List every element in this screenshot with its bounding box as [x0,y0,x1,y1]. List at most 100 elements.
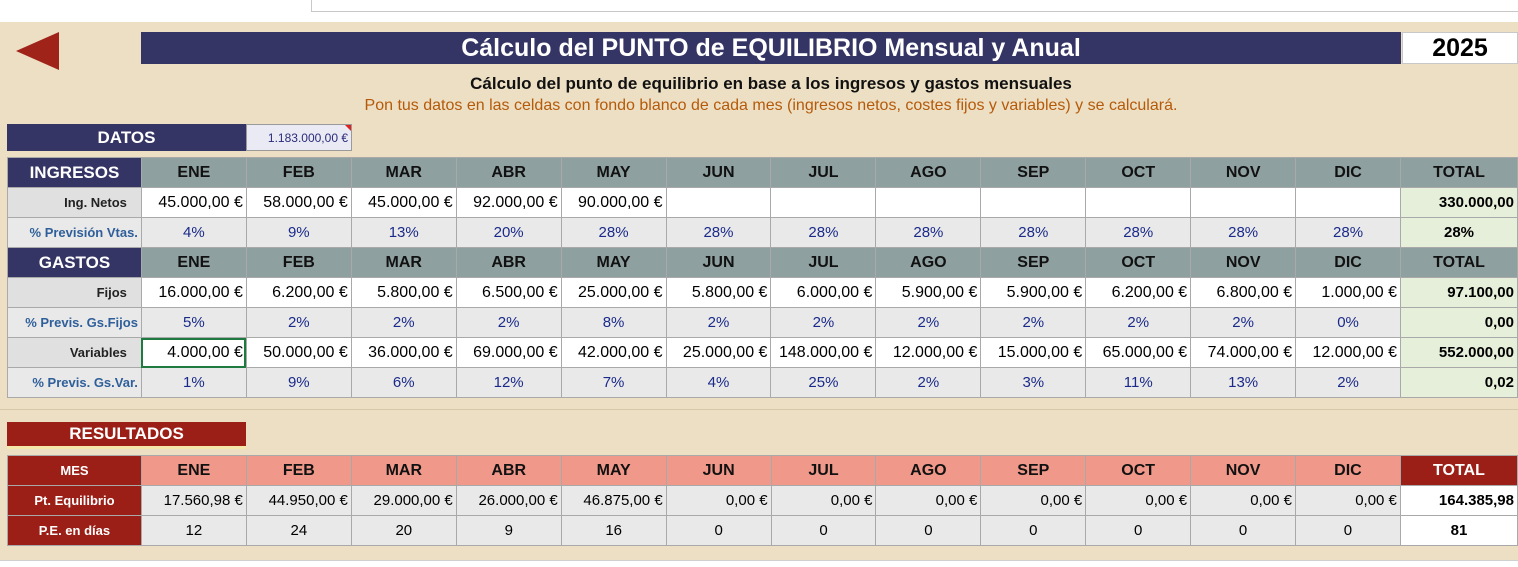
month-header-jun: JUN [665,247,772,278]
value-cell-jul[interactable]: 6.000,00 € [770,277,877,308]
month-header-feb: FEB [245,247,352,278]
value-cell-ene[interactable]: 16.000,00 € [140,277,247,308]
result-cell-sep: 0,00 € [980,485,1087,516]
pct-cell-jun: 4% [665,367,772,398]
value-cell-jun[interactable] [665,187,772,218]
pct-cell-ene: 5% [140,307,247,338]
value-cell-abr[interactable]: 69.000,00 € [455,337,562,368]
value-cell-ene[interactable]: 4.000,00 € [140,337,247,368]
result-cell-sep: 0 [980,515,1087,546]
datos-value-cell[interactable]: 1.183.000,00 € [246,124,352,151]
input-table: INGRESOS ENE FEB MAR ABR MAY JUN JUL AGO SEP OCT NO… [7,157,1518,398]
header-row-resultados: MES ENE FEB MAR ABR MAY JUN JUL AGO SEP OCT NOV DIC T… [7,455,1518,486]
back-arrow-icon[interactable] [16,32,59,70]
value-cell-ago[interactable]: 12.000,00 € [875,337,982,368]
result-cell-jul: 0 [770,515,877,546]
value-cell-ago[interactable]: 5.900,00 € [875,277,982,308]
value-cell-oct[interactable]: 65.000,00 € [1085,337,1192,368]
value-cell-oct[interactable]: 6.200,00 € [1085,277,1192,308]
total-header: TOTAL [1400,157,1518,188]
value-cell-dic[interactable]: 12.000,00 € [1295,337,1402,368]
value-cell-mar[interactable]: 36.000,00 € [350,337,457,368]
value-cell-feb[interactable]: 50.000,00 € [245,337,352,368]
month-header-may: MAY [560,157,667,188]
value-cell-feb[interactable]: 6.200,00 € [245,277,352,308]
month-header-sep: SEP [980,157,1087,188]
month-header-nov: NOV [1190,247,1297,278]
value-cell-sep[interactable]: 5.900,00 € [980,277,1087,308]
total-cell: 28% [1400,217,1518,248]
pct-cell-dic: 2% [1295,367,1402,398]
result-cell-feb: 24 [245,515,352,546]
pct-cell-ago: 2% [875,367,982,398]
result-cell-oct: 0 [1085,515,1192,546]
pct-cell-jul: 28% [770,217,877,248]
pct-cell-dic: 28% [1295,217,1402,248]
value-cell-jul[interactable] [770,187,877,218]
value-cell-ago[interactable] [875,187,982,218]
result-total-cell: 164.385,98 [1399,485,1518,516]
table-row: P.E. en días 12 24 20 9 16 0 0 0 0 0 0 0 81 [7,515,1518,546]
value-cell-nov[interactable]: 74.000,00 € [1190,337,1297,368]
pct-cell-mar: 6% [350,367,457,398]
value-cell-nov[interactable] [1190,187,1297,218]
total-cell: 0,02 [1400,367,1518,398]
month-header-nov: NOV [1190,157,1297,188]
value-cell-may[interactable]: 90.000,00 € [560,187,667,218]
result-cell-feb: 44.950,00 € [245,485,352,516]
spreadsheet-area: Cálculo del PUNTO de EQUILIBRIO Mensual … [0,22,1518,560]
value-cell-jun[interactable]: 5.800,00 € [665,277,772,308]
value-cell-dic[interactable]: 1.000,00 € [1295,277,1402,308]
year-cell[interactable]: 2025 [1402,32,1518,64]
result-cell-nov: 0 [1190,515,1297,546]
month-header-ene: ENE [140,247,247,278]
month-header-jun: JUN [665,157,772,188]
page-title: Cálculo del PUNTO de EQUILIBRIO Mensual … [141,32,1401,64]
pct-cell-jun: 2% [665,307,772,338]
month-header-ago: AGO [875,247,982,278]
result-month-header-abr: ABR [455,455,562,486]
month-header-may: MAY [560,247,667,278]
value-cell-ene[interactable]: 45.000,00 € [140,187,247,218]
result-month-header-jul: JUL [770,455,877,486]
header-row-gastos: GASTOS ENE FEB MAR ABR MAY JUN JUL AGO SEP OCT NOV D… [7,247,1518,278]
value-cell-oct[interactable] [1085,187,1192,218]
value-cell-may[interactable]: 42.000,00 € [560,337,667,368]
month-header-ago: AGO [875,157,982,188]
value-cell-abr[interactable]: 92.000,00 € [455,187,562,218]
pct-cell-nov: 2% [1190,307,1297,338]
result-cell-ago: 0,00 € [875,485,982,516]
pct-cell-sep: 3% [980,367,1087,398]
pct-cell-ago: 28% [875,217,982,248]
value-cell-sep[interactable] [980,187,1087,218]
sheet-bottom-edge [0,560,1518,567]
month-header-abr: ABR [455,247,562,278]
value-cell-jul[interactable]: 148.000,00 € [770,337,877,368]
formula-input[interactable] [311,0,1518,12]
value-cell-sep[interactable]: 15.000,00 € [980,337,1087,368]
instructions-text: Pon tus datos en las celdas con fondo bl… [364,97,1178,114]
value-cell-nov[interactable]: 6.800,00 € [1190,277,1297,308]
pct-cell-ago: 2% [875,307,982,338]
month-header-abr: ABR [455,157,562,188]
value-cell-mar[interactable]: 45.000,00 € [350,187,457,218]
value-cell-jun[interactable]: 25.000,00 € [665,337,772,368]
result-cell-jun: 0,00 € [665,485,772,516]
table-row: % Previs. Gs.Var. 1% 9% 6% 12% 7% 4% 25% 2% 3% 11%… [7,367,1518,398]
value-cell-may[interactable]: 25.000,00 € [560,277,667,308]
result-month-header-sep: SEP [980,455,1087,486]
result-cell-nov: 0,00 € [1190,485,1297,516]
row-label: Fijos [7,277,142,308]
total-header: TOTAL [1400,247,1518,278]
value-cell-feb[interactable]: 58.000,00 € [245,187,352,218]
pct-cell-oct: 28% [1085,217,1192,248]
mes-header: MES [7,455,142,486]
result-cell-ago: 0 [875,515,982,546]
value-cell-abr[interactable]: 6.500,00 € [455,277,562,308]
value-cell-dic[interactable] [1295,187,1402,218]
pct-cell-feb: 9% [245,217,352,248]
result-cell-jun: 0 [665,515,772,546]
pct-cell-oct: 2% [1085,307,1192,338]
value-cell-mar[interactable]: 5.800,00 € [350,277,457,308]
subtitle: Cálculo del punto de equilibrio en base … [470,74,1072,93]
